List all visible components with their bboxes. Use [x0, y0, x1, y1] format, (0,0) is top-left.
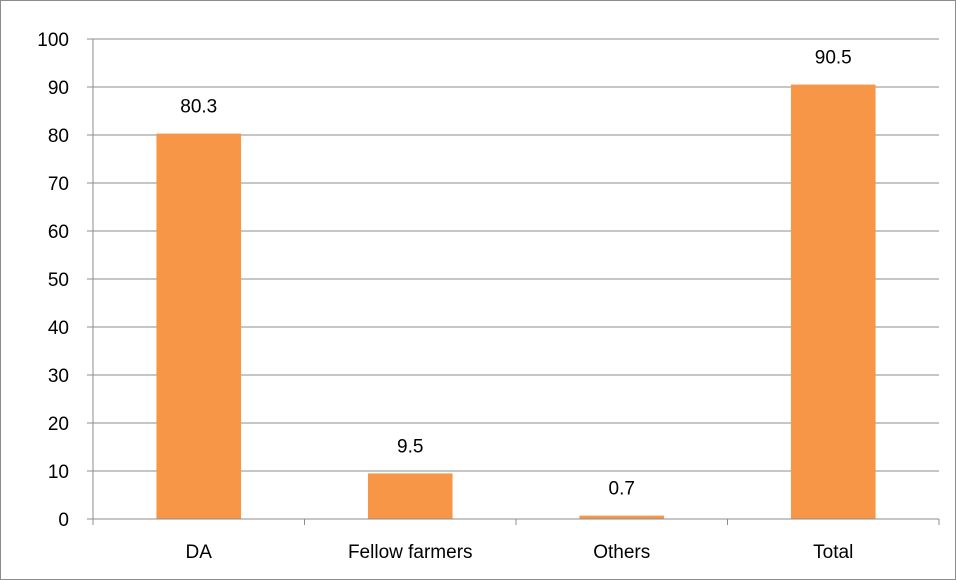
bars [156, 84, 876, 519]
y-tick-label: 100 [37, 30, 69, 51]
y-tick-label: 20 [48, 414, 69, 435]
y-tick-label: 0 [58, 510, 69, 531]
data-label: 90.5 [815, 48, 852, 69]
data-label: 0.7 [609, 479, 635, 500]
y-tick-label: 90 [48, 78, 69, 99]
labels: 0 10 20 30 40 50 60 70 80 90 100 80.3 DA 9.5 Fellow fa… [37, 30, 853, 563]
x-category-label: Fellow farmers [348, 542, 473, 563]
y-tick-label: 80 [48, 126, 69, 147]
data-label: 9.5 [397, 436, 423, 457]
bar-da [156, 133, 242, 519]
y-tick-label: 10 [48, 462, 69, 483]
y-tick-label: 70 [48, 174, 69, 195]
bar-fellow-farmers [367, 473, 453, 519]
y-tick-label: 60 [48, 222, 69, 243]
bar-total [790, 84, 876, 519]
axes [87, 38, 940, 525]
bar-others [579, 515, 665, 519]
x-category-label: Total [813, 542, 853, 563]
x-category-label: Others [593, 542, 650, 563]
y-tick-label: 50 [48, 270, 69, 291]
y-tick-label: 40 [48, 318, 69, 339]
y-tick-label: 30 [48, 366, 69, 387]
x-category-label: DA [186, 542, 213, 563]
data-label: 80.3 [180, 97, 217, 118]
